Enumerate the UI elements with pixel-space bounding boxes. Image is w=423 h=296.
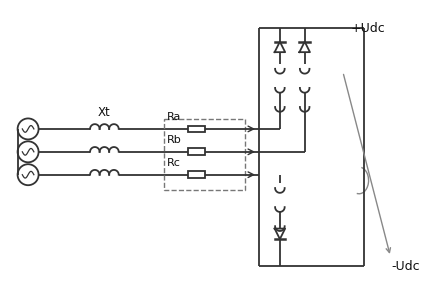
Bar — [164, 119, 244, 190]
Bar — [188, 171, 206, 178]
Text: -Udc: -Udc — [391, 260, 420, 273]
Bar — [188, 126, 206, 132]
Text: Rb: Rb — [168, 135, 182, 145]
Text: Rc: Rc — [168, 158, 181, 168]
Text: +Udc: +Udc — [351, 22, 385, 35]
Text: Ra: Ra — [168, 112, 182, 122]
Bar — [188, 149, 206, 155]
Text: Xt: Xt — [98, 106, 111, 119]
